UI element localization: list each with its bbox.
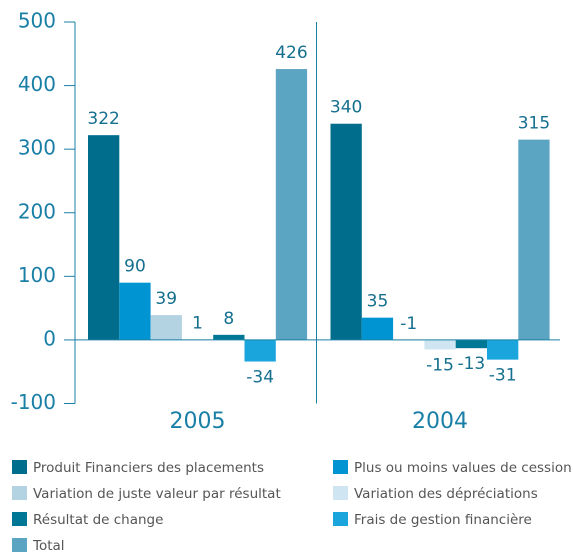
legend-label: Produit Financiers des placements xyxy=(33,460,264,476)
value-label: -34 xyxy=(246,368,274,388)
bar xyxy=(424,339,456,350)
y-tick-label: 300 xyxy=(18,136,56,160)
value-label: -31 xyxy=(489,366,517,386)
value-label: 8 xyxy=(223,309,234,329)
value-label: 90 xyxy=(124,257,146,277)
value-label: 39 xyxy=(155,289,177,309)
legend-swatch xyxy=(333,460,348,474)
legend-label: Total xyxy=(32,538,65,554)
value-label: 340 xyxy=(330,98,362,118)
legend-label: Variation des dépréciations xyxy=(354,486,538,502)
bar xyxy=(119,282,151,340)
legend-swatch xyxy=(333,512,348,526)
bar xyxy=(487,339,519,360)
y-tick-label: 100 xyxy=(18,263,56,287)
value-label: 322 xyxy=(87,109,119,129)
bar xyxy=(88,135,120,340)
bar xyxy=(244,339,276,362)
bar xyxy=(518,139,550,340)
value-label: -1 xyxy=(400,314,417,334)
legend-swatch xyxy=(12,486,27,500)
bar xyxy=(455,339,487,349)
x-tick-label: 2004 xyxy=(412,409,468,434)
bar xyxy=(213,334,245,340)
legend-swatch xyxy=(12,460,27,474)
legend-label: Plus ou moins values de cession xyxy=(354,460,572,476)
legend-label: Frais de gestion financière xyxy=(354,512,532,528)
legend-label: Variation de juste valeur par résultat xyxy=(33,486,281,502)
value-label: -15 xyxy=(426,355,454,375)
value-label: 315 xyxy=(518,114,550,134)
legend-label: Résultat de change xyxy=(33,512,163,528)
legend-swatch xyxy=(12,512,27,526)
bar xyxy=(361,317,394,340)
y-tick-label: 400 xyxy=(18,72,56,96)
value-label: 1 xyxy=(192,313,203,333)
value-label: -13 xyxy=(457,354,485,374)
y-tick-label: 500 xyxy=(18,9,56,33)
value-label: 426 xyxy=(275,43,307,63)
legend-swatch xyxy=(12,538,27,552)
y-tick-label: -100 xyxy=(11,390,56,414)
y-tick-label: 200 xyxy=(18,199,56,223)
y-tick-label: 0 xyxy=(43,326,56,350)
bar xyxy=(150,315,182,340)
bar xyxy=(330,123,362,340)
legend-swatch xyxy=(333,486,348,500)
value-label: 35 xyxy=(367,292,389,312)
bar xyxy=(275,69,308,340)
x-tick-label: 2005 xyxy=(170,409,226,434)
